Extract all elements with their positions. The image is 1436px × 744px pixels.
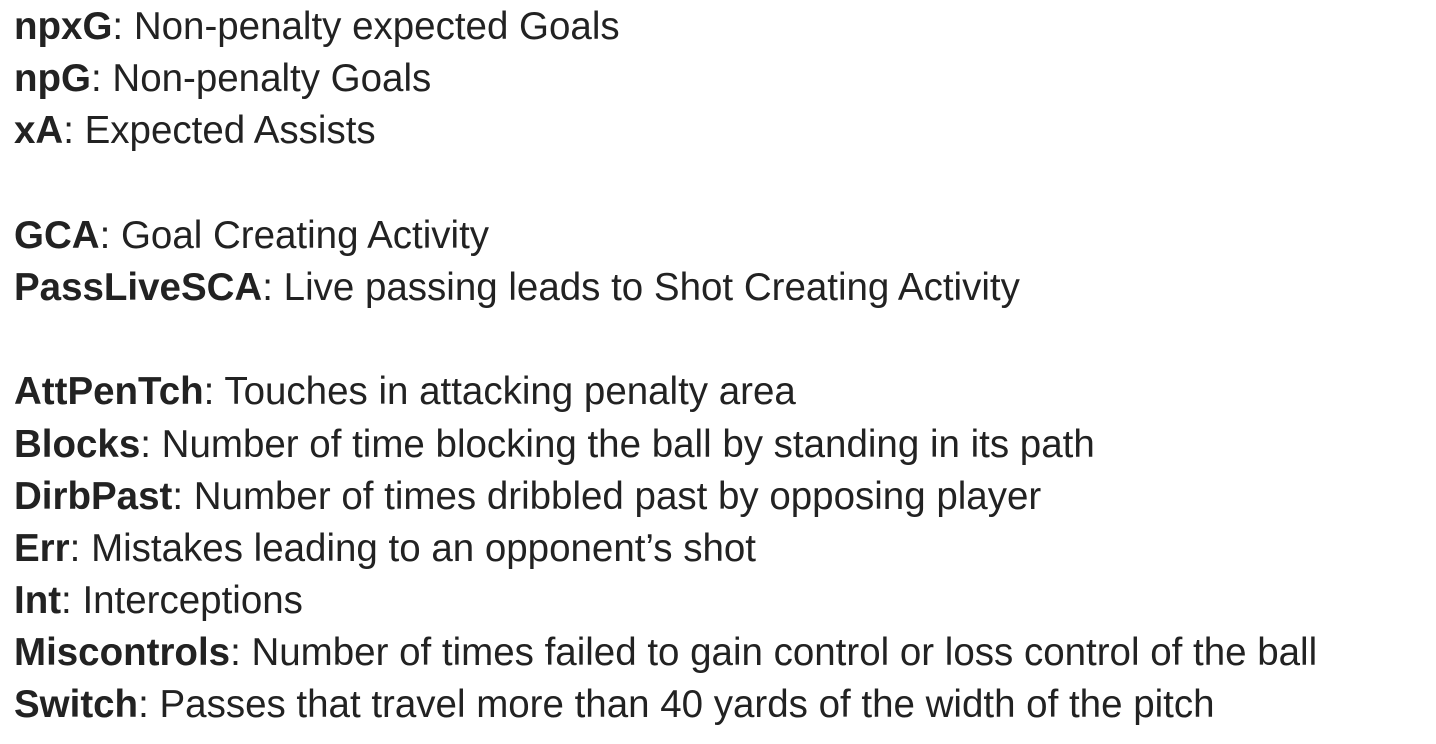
term: GCA — [14, 213, 100, 257]
definition: Non-penalty expected Goals — [133, 5, 620, 48]
glossary-entry-passlivesca: PassLiveSCA: Live passing leads to Shot … — [14, 262, 1434, 314]
group-spacer — [14, 314, 1434, 366]
term: DirbPast — [14, 474, 173, 518]
definition: Number of time blocking the ball by stan… — [161, 422, 1095, 466]
term: npxG — [14, 5, 113, 48]
definition: Interceptions — [82, 579, 303, 623]
term: xA — [14, 109, 64, 153]
definition: Number of times failed to gain control o… — [251, 631, 1318, 675]
term: Switch — [14, 683, 139, 727]
glossary-entry-attpentch: AttPenTch: Touches in attacking penalty … — [14, 366, 1434, 418]
definition: Live passing leads to Shot Creating Acti… — [283, 265, 1020, 309]
term: Int — [14, 579, 62, 623]
separator: : — [61, 579, 83, 623]
glossary-entry-npxg: npxG: Non-penalty expected Goals — [14, 1, 1434, 53]
term: Err — [14, 526, 70, 570]
separator: : — [262, 265, 284, 309]
separator: : — [99, 213, 121, 257]
glossary-entry-int: Int: Interceptions — [14, 575, 1434, 627]
separator: : — [138, 683, 160, 727]
glossary-entry-gca: GCA: Goal Creating Activity — [14, 210, 1434, 262]
term: PassLiveSCA — [14, 265, 263, 309]
definition: Mistakes leading to an opponent’s shot — [91, 526, 756, 570]
definition: Goal Creating Activity — [120, 213, 490, 257]
definition: Touches in attacking penalty area — [224, 370, 796, 414]
separator: : — [230, 631, 252, 675]
glossary-entry-err: Err: Mistakes leading to an opponent’s s… — [14, 523, 1434, 575]
separator: : — [203, 370, 225, 414]
glossary-entry-switch: Switch: Passes that travel more than 40 … — [14, 679, 1434, 731]
separator: : — [90, 57, 113, 101]
glossary-entry-blocks: Blocks: Number of time blocking the ball… — [14, 419, 1434, 471]
glossary-entry-xa: xA: Expected Assists — [14, 105, 1434, 157]
term: Blocks — [14, 422, 141, 466]
group-spacer — [14, 158, 1434, 210]
separator: : — [172, 474, 194, 518]
separator: : — [63, 109, 85, 153]
glossary-entry-miscontrols: Miscontrols: Number of times failed to g… — [14, 627, 1434, 679]
separator: : — [69, 526, 92, 570]
term: npG — [14, 57, 91, 101]
definition: Non-penalty Goals — [112, 57, 432, 101]
glossary: npxG: Non-penalty expected Goals npG: No… — [14, 1, 1434, 732]
glossary-entry-dirbpast: DirbPast: Number of times dribbled past … — [14, 471, 1434, 523]
term: Miscontrols — [14, 631, 231, 675]
definition: Passes that travel more than 40 yards of… — [159, 683, 1215, 727]
glossary-entry-npg: npG: Non-penalty Goals — [14, 53, 1434, 105]
separator: : — [140, 422, 162, 466]
separator: : — [112, 5, 134, 48]
definition: Number of times dribbled past by opposin… — [193, 474, 1042, 518]
term: AttPenTch — [14, 370, 204, 414]
definition: Expected Assists — [84, 109, 376, 153]
